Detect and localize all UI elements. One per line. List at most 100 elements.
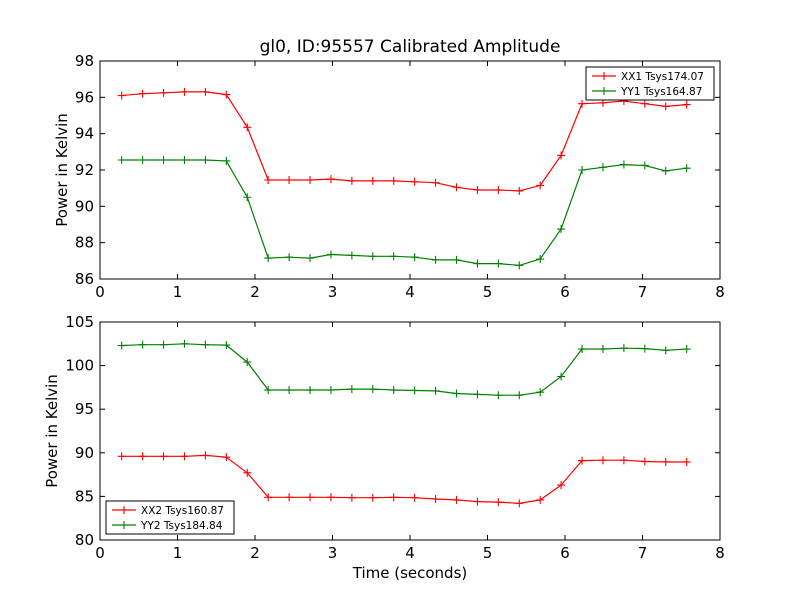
x-axis-label: Time (seconds) <box>352 564 468 582</box>
data-point <box>494 185 503 194</box>
data-point <box>117 452 126 461</box>
data-point <box>515 261 524 270</box>
data-point <box>347 493 356 502</box>
bottom-chart: 0 1 2 3 4 5 6 7 8 80 85 90 95 100 105 XX2 Tsys160.87 YY2… <box>65 313 724 562</box>
data-point <box>306 175 315 184</box>
data-point <box>515 499 524 508</box>
data-point <box>431 178 440 187</box>
data-point <box>619 344 628 353</box>
data-point <box>557 151 566 160</box>
data-point <box>285 493 294 502</box>
x-tick-label: 6 <box>560 544 570 562</box>
x-tick-label: 1 <box>173 283 183 301</box>
chart-title: gl0, ID:95557 Calibrated Amplitude <box>260 37 561 57</box>
data-point <box>452 183 461 192</box>
data-point <box>180 87 189 96</box>
data-point <box>557 481 566 490</box>
data-point <box>243 193 252 202</box>
data-point <box>264 493 273 502</box>
data-point <box>431 495 440 504</box>
legend-box <box>105 500 235 535</box>
data-point <box>682 164 691 173</box>
y-tick-label: 105 <box>65 313 94 331</box>
data-point <box>410 177 419 186</box>
legend: XX2 Tsys160.87 YY2 Tsys184.84 <box>105 500 235 535</box>
y-tick-label: 92 <box>75 161 94 179</box>
data-point <box>326 493 335 502</box>
data-point <box>222 453 231 462</box>
data-point <box>410 253 419 262</box>
y-tick-label: 90 <box>75 444 94 462</box>
x-tick-label: 0 <box>95 544 105 562</box>
x-tick-label: 4 <box>405 544 415 562</box>
top-chart: 0 1 2 3 4 5 6 7 8 86 88 90 92 94 96 98 XX1 Tsys174.07 YY1… <box>75 52 725 301</box>
data-point <box>473 259 482 268</box>
data-point <box>598 456 607 465</box>
data-point <box>368 252 377 261</box>
data-point <box>494 498 503 507</box>
data-point <box>138 452 147 461</box>
data-point <box>117 341 126 350</box>
data-point <box>661 102 670 111</box>
data-point <box>326 175 335 184</box>
y-tick-label: 100 <box>65 357 94 375</box>
data-point <box>201 451 210 460</box>
y-tick-label: 80 <box>75 531 94 549</box>
data-point <box>682 457 691 466</box>
data-point <box>285 175 294 184</box>
data-point <box>640 457 649 466</box>
x-tick-label: 3 <box>328 544 338 562</box>
x-tick-label: 8 <box>715 544 725 562</box>
data-point <box>159 156 168 165</box>
series-line-1 <box>121 91 687 192</box>
data-point <box>536 495 545 504</box>
legend-label: XX1 Tsys174.07 <box>621 71 704 83</box>
data-point <box>473 390 482 399</box>
data-point <box>640 344 649 353</box>
data-point <box>494 391 503 400</box>
legend-marker <box>120 521 128 529</box>
data-point <box>180 156 189 165</box>
data-point <box>536 255 545 264</box>
data-point <box>431 255 440 264</box>
data-point <box>473 185 482 194</box>
data-point <box>619 160 628 169</box>
y-tick-label: 88 <box>75 234 94 252</box>
x-tick-label: 2 <box>250 544 260 562</box>
data-point <box>578 456 587 465</box>
x-tick-label: 7 <box>638 283 648 301</box>
data-point <box>222 156 231 165</box>
data-point <box>243 468 252 477</box>
data-point <box>494 259 503 268</box>
data-point <box>306 254 315 263</box>
data-point <box>264 386 273 395</box>
data-point <box>201 340 210 349</box>
data-point <box>222 341 231 350</box>
y-tick-label: 86 <box>75 270 94 288</box>
data-point <box>410 493 419 502</box>
y-tick-label: 96 <box>75 88 94 106</box>
data-point <box>619 456 628 465</box>
data-point <box>640 161 649 170</box>
data-point <box>661 166 670 175</box>
data-point <box>578 345 587 354</box>
data-point <box>682 345 691 354</box>
data-point <box>326 386 335 395</box>
data-point <box>578 99 587 108</box>
data-point <box>661 346 670 355</box>
data-point <box>347 385 356 394</box>
y-tick-label: 98 <box>75 52 94 70</box>
x-tick-label: 5 <box>483 283 493 301</box>
data-point <box>201 87 210 96</box>
legend-marker <box>600 87 608 95</box>
x-tick-label: 6 <box>560 283 570 301</box>
data-point <box>222 90 231 99</box>
legend-label: XX2 Tsys160.87 <box>141 505 224 517</box>
data-point <box>264 254 273 263</box>
data-point <box>389 493 398 502</box>
data-point <box>285 386 294 395</box>
data-point <box>598 345 607 354</box>
data-point <box>640 99 649 108</box>
legend-box <box>585 66 715 101</box>
data-point <box>536 388 545 397</box>
